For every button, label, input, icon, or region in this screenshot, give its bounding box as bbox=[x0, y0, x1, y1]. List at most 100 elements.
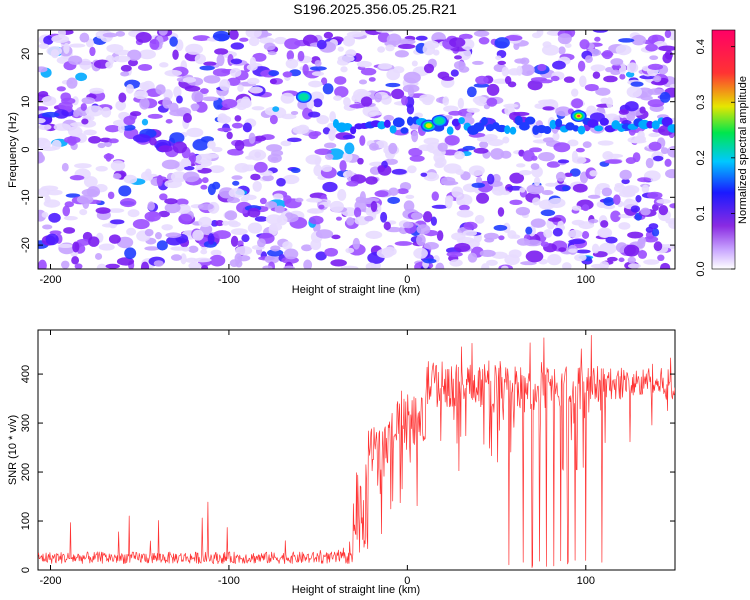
spectrogram-cell bbox=[600, 220, 609, 228]
spectrogram-cell bbox=[234, 115, 242, 122]
spectrogram-cell bbox=[607, 256, 618, 262]
carrier-band-cell bbox=[667, 124, 675, 133]
spectrogram-cell bbox=[158, 30, 168, 36]
spectrogram-cell bbox=[321, 164, 333, 173]
spectrogram-cell bbox=[444, 197, 453, 209]
spectrogram-cell bbox=[329, 200, 344, 213]
carrier-band-cell bbox=[519, 122, 530, 131]
spectrogram-cell bbox=[618, 222, 631, 230]
spectrogram-cell bbox=[308, 215, 324, 225]
spectrogram-cell bbox=[74, 263, 83, 269]
spectrogram-cell bbox=[403, 71, 421, 84]
spectrogram-cell bbox=[525, 250, 544, 263]
spectrogram-cell bbox=[118, 185, 132, 197]
spectrogram-cell bbox=[647, 63, 664, 70]
spectrogram-cell bbox=[144, 228, 154, 237]
spectrogram-cell bbox=[337, 188, 347, 201]
spectrogram-cell bbox=[637, 250, 648, 259]
snr-ytick-label: 0 bbox=[20, 567, 32, 573]
spectrogram-cell bbox=[164, 69, 183, 77]
spectrogram-cell bbox=[513, 42, 520, 51]
spectrogram-cell bbox=[416, 224, 431, 235]
spectrogram-cell bbox=[107, 191, 115, 200]
spectrogram-cell bbox=[348, 243, 366, 256]
spectrogram-cell bbox=[388, 187, 399, 196]
spectrogram-cell bbox=[387, 196, 400, 204]
spectrogram-cell bbox=[649, 55, 659, 61]
spectrogram-cell bbox=[280, 92, 295, 104]
spectrogram-cell bbox=[306, 197, 323, 203]
spectrogram-cell bbox=[98, 243, 115, 251]
spectrogram-cell bbox=[475, 75, 489, 85]
spectrogram-cell bbox=[345, 247, 355, 254]
spectrogram-cell bbox=[186, 127, 204, 138]
spectrogram-cell bbox=[473, 83, 490, 88]
spectrogram-cell bbox=[653, 75, 662, 83]
spectrogram-cell bbox=[446, 251, 463, 257]
spectrogram-cell bbox=[254, 216, 268, 222]
spectrogram-cell bbox=[38, 138, 52, 150]
spectrogram-cell bbox=[662, 52, 672, 64]
spectrogram-cell bbox=[102, 32, 118, 38]
spectrogram-cell bbox=[268, 70, 280, 77]
spectrogram-cell bbox=[479, 141, 489, 149]
spectrogram-cell bbox=[391, 168, 407, 175]
spectrogram-cell bbox=[239, 37, 249, 42]
spectrogram-cell bbox=[69, 175, 85, 181]
spectrogram-cell bbox=[38, 118, 46, 124]
spectrogram-cell bbox=[621, 186, 636, 197]
spectrogram-cell bbox=[472, 96, 488, 104]
spectrogram-cell bbox=[207, 233, 215, 245]
spectrogram-cell bbox=[60, 92, 72, 102]
spectrogram-cell bbox=[94, 253, 103, 260]
spectrogram-cell bbox=[537, 63, 547, 72]
spectrogram-cell bbox=[124, 247, 137, 260]
spectrogram-cell bbox=[435, 262, 445, 269]
spectrogram-cell bbox=[626, 85, 642, 98]
spectrogram-cell bbox=[66, 77, 78, 89]
spectrogram-cell bbox=[231, 122, 244, 129]
spectrogram-cell bbox=[359, 135, 366, 146]
spectrogram-cell bbox=[161, 159, 180, 170]
spectrogram-cell bbox=[133, 90, 149, 100]
spectrogram-cell bbox=[660, 147, 669, 155]
spectrogram-cell bbox=[462, 229, 478, 237]
spectrogram-cell bbox=[164, 198, 178, 205]
spectrogram-cell bbox=[252, 52, 267, 62]
spectrogram-cell bbox=[603, 196, 615, 206]
spectrogram-cell bbox=[592, 30, 609, 33]
spectrogram-cell bbox=[88, 136, 102, 144]
spectrogram-cell bbox=[68, 55, 83, 66]
spectrogram-cell bbox=[406, 103, 415, 115]
spectrogram-cell bbox=[265, 201, 278, 209]
spectrogram-cell bbox=[572, 183, 588, 193]
spectrogram-cell bbox=[543, 229, 553, 238]
spectrogram-cell bbox=[213, 97, 224, 110]
spectrogram-cell bbox=[127, 59, 139, 67]
spectrogram-cell bbox=[473, 147, 489, 154]
spectrogram-cell bbox=[159, 62, 169, 68]
spectrogram-cell bbox=[194, 153, 212, 165]
spectrogram-cell bbox=[574, 254, 587, 262]
spectrogram-cell bbox=[410, 212, 423, 220]
spectrogram-cell bbox=[569, 168, 581, 177]
spectrogram-cell bbox=[81, 118, 89, 125]
spectrogram-cell bbox=[63, 42, 70, 55]
spectrogram-cell bbox=[214, 48, 229, 55]
spectrogram-cell bbox=[368, 111, 383, 116]
spectrogram-cell bbox=[191, 103, 199, 112]
spectrogram-cell bbox=[301, 244, 313, 252]
spectrogram-cell bbox=[328, 129, 336, 141]
spectrogram-cell bbox=[38, 66, 48, 73]
spectrogram-cell bbox=[178, 213, 193, 225]
spectrogram-cell bbox=[570, 88, 579, 97]
spectrogram-cell bbox=[337, 46, 344, 52]
spectrogram-cell bbox=[498, 235, 505, 241]
spectrogram-cell bbox=[577, 60, 586, 72]
spectrogram-cell bbox=[312, 98, 323, 108]
spectrogram-cell bbox=[536, 30, 544, 37]
spectrogram-cell bbox=[532, 197, 541, 206]
spectrogram-cell bbox=[369, 142, 379, 151]
spectrogram-cell bbox=[219, 79, 231, 91]
spectrogram-cell bbox=[240, 196, 249, 202]
